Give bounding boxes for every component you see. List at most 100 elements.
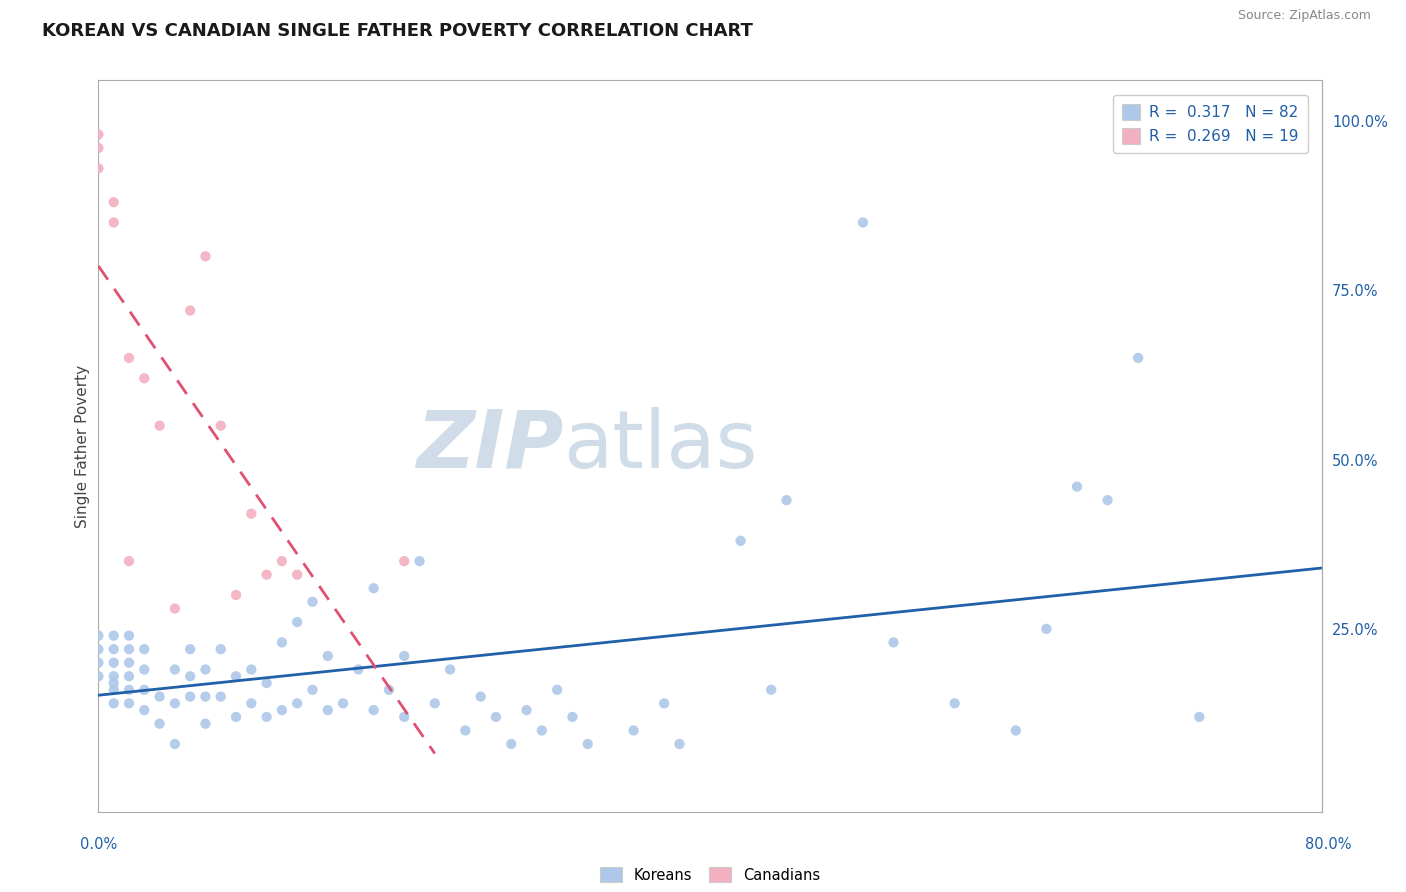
Point <box>256 710 278 724</box>
Point <box>225 669 247 683</box>
Point <box>1188 710 1211 724</box>
Point <box>730 533 752 548</box>
Text: 0.0%: 0.0% <box>80 838 117 852</box>
Point <box>378 682 401 697</box>
Point <box>118 554 141 568</box>
Point <box>1128 351 1150 365</box>
Point <box>759 682 782 697</box>
Point <box>316 648 339 663</box>
Point <box>852 215 875 229</box>
Point <box>134 703 156 717</box>
Point <box>194 690 217 704</box>
Point <box>134 682 156 697</box>
Point <box>332 697 354 711</box>
Point <box>87 128 110 142</box>
Point <box>775 493 797 508</box>
Point <box>118 629 141 643</box>
Point <box>87 642 110 657</box>
Point <box>103 195 125 210</box>
Text: atlas: atlas <box>564 407 758 485</box>
Point <box>163 663 186 677</box>
Point <box>301 682 323 697</box>
Point <box>118 351 141 365</box>
Point <box>209 690 232 704</box>
Point <box>103 682 125 697</box>
Point <box>576 737 599 751</box>
Point <box>240 507 263 521</box>
Point <box>1066 480 1088 494</box>
Point <box>103 642 125 657</box>
Point <box>209 642 232 657</box>
Point <box>163 601 186 615</box>
Point <box>118 642 141 657</box>
Point <box>103 669 125 683</box>
Point <box>87 141 110 155</box>
Point <box>134 371 156 385</box>
Point <box>103 676 125 690</box>
Y-axis label: Single Father Poverty: Single Father Poverty <box>75 365 90 527</box>
Point <box>194 663 217 677</box>
Point <box>347 663 370 677</box>
Legend: Koreans, Canadians: Koreans, Canadians <box>595 862 825 888</box>
Point <box>270 554 292 568</box>
Point <box>668 737 690 751</box>
Point <box>163 737 186 751</box>
Point <box>546 682 568 697</box>
Point <box>943 697 966 711</box>
Point <box>623 723 645 738</box>
Point <box>423 697 446 711</box>
Point <box>1035 622 1057 636</box>
Point <box>454 723 477 738</box>
Point <box>363 703 385 717</box>
Point <box>194 716 217 731</box>
Point <box>149 690 172 704</box>
Point <box>118 682 141 697</box>
Point <box>285 697 308 711</box>
Point <box>87 656 110 670</box>
Point <box>240 663 263 677</box>
Point <box>225 710 247 724</box>
Point <box>392 554 416 568</box>
Point <box>194 249 217 263</box>
Point <box>301 595 323 609</box>
Text: Source: ZipAtlas.com: Source: ZipAtlas.com <box>1237 9 1371 22</box>
Point <box>103 629 125 643</box>
Point <box>163 697 186 711</box>
Point <box>485 710 508 724</box>
Point <box>179 669 201 683</box>
Point <box>134 663 156 677</box>
Point <box>285 615 308 629</box>
Point <box>240 697 263 711</box>
Point <box>103 656 125 670</box>
Point <box>439 663 461 677</box>
Point <box>256 676 278 690</box>
Point <box>408 554 430 568</box>
Point <box>179 642 201 657</box>
Point <box>530 723 553 738</box>
Point <box>270 703 292 717</box>
Point <box>225 588 247 602</box>
Point <box>516 703 538 717</box>
Point <box>1004 723 1026 738</box>
Point <box>363 581 385 595</box>
Text: KOREAN VS CANADIAN SINGLE FATHER POVERTY CORRELATION CHART: KOREAN VS CANADIAN SINGLE FATHER POVERTY… <box>42 22 754 40</box>
Point <box>392 648 416 663</box>
Point <box>652 697 675 711</box>
Point <box>87 669 110 683</box>
Point <box>256 567 278 582</box>
Point <box>87 161 110 176</box>
Text: 80.0%: 80.0% <box>1305 838 1353 852</box>
Point <box>1097 493 1119 508</box>
Point <box>134 642 156 657</box>
Point <box>270 635 292 649</box>
Point <box>392 710 416 724</box>
Point <box>103 215 125 229</box>
Point <box>179 690 201 704</box>
Point <box>87 629 110 643</box>
Point <box>561 710 583 724</box>
Point <box>118 697 141 711</box>
Point <box>501 737 523 751</box>
Point <box>118 669 141 683</box>
Point <box>883 635 905 649</box>
Point <box>285 567 308 582</box>
